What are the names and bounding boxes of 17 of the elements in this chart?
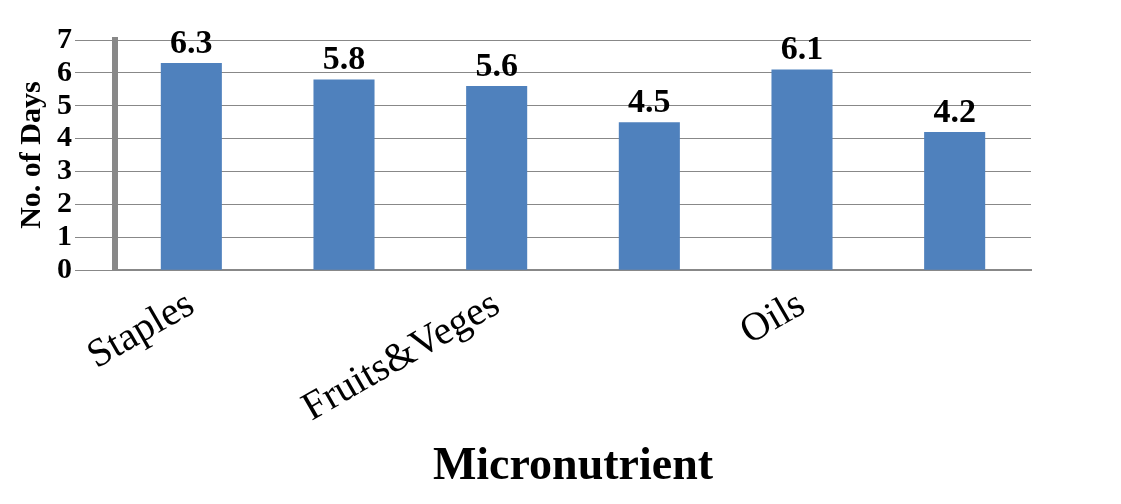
data-label: 5.8 (322, 39, 366, 77)
y-axis-title: No. of Days (12, 81, 46, 229)
data-label: 4.2 (933, 91, 976, 129)
data-label: 6.3 (170, 22, 213, 60)
y-tick-label: 1 (57, 218, 72, 252)
y-tick-label: 2 (57, 185, 72, 219)
y-tick-label: 7 (57, 20, 72, 54)
data-label: 5.6 (475, 45, 518, 83)
data-label: 6.1 (780, 29, 824, 67)
y-tick-label: 0 (57, 250, 72, 284)
y-tick-label: 6 (57, 53, 72, 87)
y-tick-label: 3 (57, 152, 72, 186)
x-axis-title: Micronutrient (432, 438, 714, 490)
y-tick-label: 5 (57, 86, 72, 120)
y-tick-label: 4 (57, 119, 72, 153)
x-tick-label: Oils (731, 279, 812, 353)
data-label: 4.5 (628, 82, 671, 120)
